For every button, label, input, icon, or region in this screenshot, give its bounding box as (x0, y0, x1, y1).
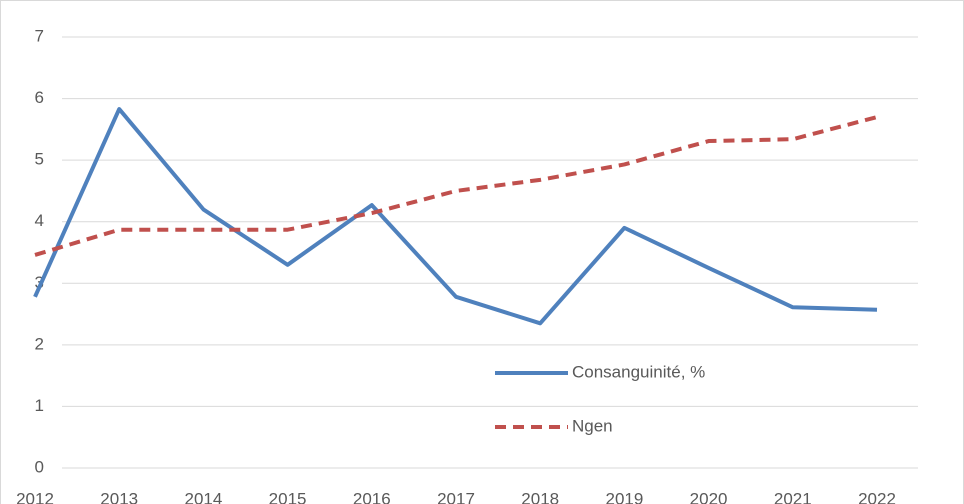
y-tick-label: 5 (35, 150, 44, 169)
x-tick-label: 2015 (269, 489, 307, 504)
x-tick-label: 2018 (521, 489, 559, 504)
legend-label: Consanguinité, % (572, 362, 705, 381)
x-tick-label: 2022 (858, 489, 896, 504)
x-tick-label: 2013 (100, 489, 138, 504)
x-tick-label: 2020 (690, 489, 728, 504)
x-tick-label: 2016 (353, 489, 391, 504)
y-tick-label: 7 (35, 26, 44, 45)
y-tick-label: 2 (35, 334, 44, 353)
x-tick-label: 2021 (774, 489, 812, 504)
x-tick-label: 2014 (184, 489, 222, 504)
y-tick-label: 0 (35, 457, 44, 476)
x-tick-label: 2017 (437, 489, 475, 504)
legend-label: Ngen (572, 416, 613, 435)
y-tick-label: 3 (35, 273, 44, 292)
series-line (33, 107, 878, 326)
x-tick-label: 2019 (605, 489, 643, 504)
y-tick-label: 6 (35, 88, 44, 107)
x-tick-label: 2012 (16, 489, 54, 504)
series-line (34, 115, 878, 257)
y-tick-label: 4 (35, 211, 44, 230)
y-tick-label: 1 (35, 396, 44, 415)
